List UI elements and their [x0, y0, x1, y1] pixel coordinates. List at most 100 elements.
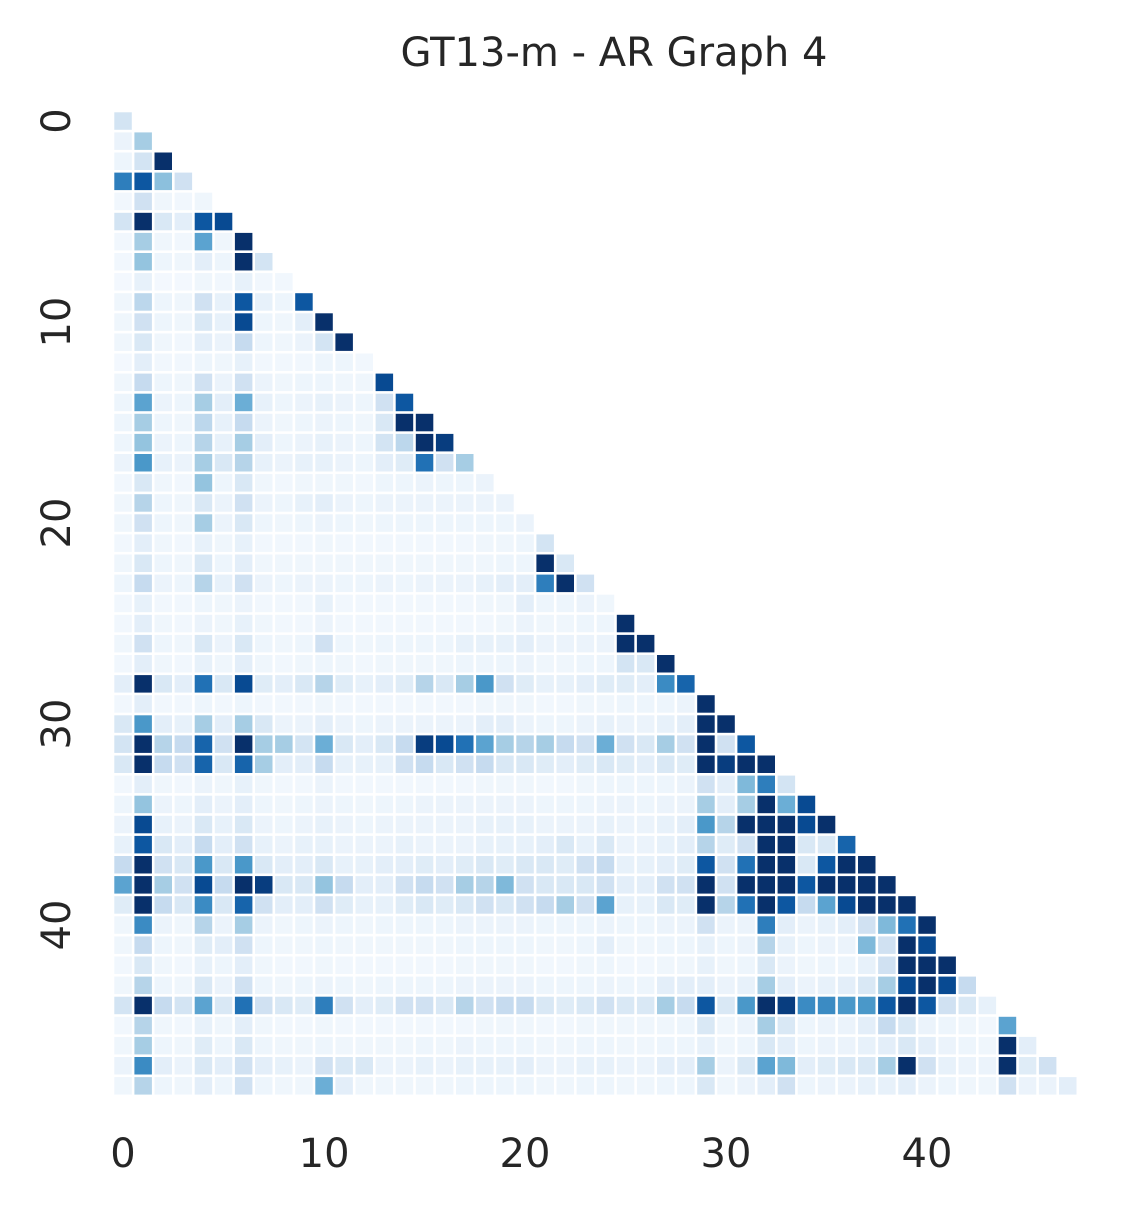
heatmap-cell-43-32: [757, 976, 775, 995]
heatmap-cell-31-1: [134, 735, 152, 753]
heatmap-cell-47-23: [576, 1057, 595, 1075]
heatmap-cell-11-7: [255, 333, 273, 351]
heatmap-cell-36-20: [516, 835, 534, 854]
heatmap-cell-48-45: [1018, 1077, 1037, 1095]
heatmap-cell-45-8: [275, 1016, 293, 1035]
heatmap-cell-43-40: [918, 976, 936, 995]
heatmap-cell-29-23: [576, 695, 595, 713]
heatmap-cell-33-0: [114, 775, 132, 794]
heatmap-cell-26-24: [596, 634, 615, 653]
heatmap-cell-46-30: [717, 1036, 735, 1055]
heatmap-cell-47-41: [938, 1057, 956, 1075]
heatmap-cell-28-12: [355, 675, 373, 693]
heatmap-cell-39-15: [415, 896, 434, 914]
heatmap-cell-27-6: [234, 655, 253, 673]
heatmap-cell-45-4: [194, 1016, 213, 1035]
heatmap-cell-33-1: [134, 775, 152, 794]
heatmap-cell-31-25: [616, 735, 635, 753]
heatmap-cell-37-5: [214, 856, 233, 874]
heatmap-cell-39-29: [697, 896, 715, 914]
heatmap-cell-17-13: [375, 454, 394, 472]
heatmap-cell-33-25: [616, 775, 635, 794]
heatmap-cell-35-34: [797, 815, 816, 834]
heatmap-cell-47-33: [777, 1057, 796, 1075]
heatmap-cell-43-9: [295, 976, 313, 995]
heatmap-cell-39-4: [194, 896, 213, 914]
heatmap-cell-19-12: [355, 494, 373, 512]
heatmap-cell-21-12: [355, 534, 373, 552]
heatmap-cell-45-14: [395, 1016, 414, 1035]
heatmap-cell-41-25: [616, 936, 635, 954]
heatmap-cell-33-11: [335, 775, 353, 794]
heatmap-cell-47-38: [878, 1057, 896, 1075]
heatmap-cell-7-5: [214, 253, 233, 271]
heatmap-cell-26-16: [435, 634, 454, 653]
heatmap-cell-41-26: [636, 936, 655, 954]
heatmap-cell-40-26: [636, 916, 655, 934]
heatmap-cell-35-29: [697, 815, 715, 834]
heatmap-cell-47-11: [335, 1057, 353, 1075]
heatmap-cell-44-24: [596, 996, 615, 1015]
heatmap-cell-35-12: [355, 815, 373, 834]
heatmap-cell-48-30: [717, 1077, 735, 1095]
heatmap-cell-40-14: [395, 916, 414, 934]
heatmap-cell-6-6: [234, 232, 253, 251]
heatmap-cell-41-40: [918, 936, 936, 954]
heatmap-cell-35-26: [636, 815, 655, 834]
heatmap-cell-15-14: [395, 413, 414, 432]
heatmap-cell-48-13: [375, 1077, 394, 1095]
heatmap-cell-22-3: [174, 554, 193, 572]
heatmap-cell-45-13: [375, 1016, 394, 1035]
heatmap-cell-20-18: [476, 514, 494, 532]
heatmap-cell-19-1: [134, 494, 152, 512]
heatmap-cell-20-8: [275, 514, 293, 532]
heatmap-cell-25-8: [275, 614, 293, 633]
heatmap-cell-43-16: [435, 976, 454, 995]
heatmap-cell-9-6: [234, 293, 253, 311]
heatmap-cell-48-7: [255, 1077, 273, 1095]
heatmap-cell-34-10: [315, 795, 333, 814]
heatmap-cell-37-33: [777, 856, 796, 874]
heatmap-cell-27-18: [476, 655, 494, 673]
heatmap-cell-41-34: [797, 936, 816, 954]
heatmap-cell-39-24: [596, 896, 615, 914]
heatmap-cell-46-19: [496, 1036, 514, 1055]
heatmap-cell-21-10: [315, 534, 333, 552]
heatmap-cell-22-21: [536, 554, 554, 572]
heatmap-cell-34-13: [375, 795, 394, 814]
heatmap-cell-36-5: [214, 835, 233, 854]
heatmap-cell-26-17: [456, 634, 474, 653]
heatmap-cell-39-32: [757, 896, 775, 914]
heatmap-cell-42-1: [134, 956, 152, 974]
heatmap-cell-23-23: [576, 574, 595, 593]
heatmap-cell-22-9: [295, 554, 313, 572]
heatmap-cell-38-18: [476, 876, 494, 894]
heatmap-cell-8-6: [234, 273, 253, 291]
heatmap-cell-10-7: [255, 313, 273, 331]
heatmap-cell-27-15: [415, 655, 434, 673]
heatmap-cell-35-22: [556, 815, 574, 834]
heatmap-cell-36-21: [536, 835, 554, 854]
heatmap-cell-0-0: [114, 112, 132, 130]
heatmap-cell-48-15: [415, 1077, 434, 1095]
heatmap-cell-38-10: [315, 876, 333, 894]
heatmap-cell-30-27: [657, 715, 675, 733]
heatmap-cell-17-15: [415, 454, 434, 472]
heatmap-cell-44-26: [636, 996, 655, 1015]
heatmap-cell-32-15: [415, 755, 434, 773]
heatmap-cell-33-19: [496, 775, 514, 794]
heatmap-cell-28-4: [194, 675, 213, 693]
heatmap-cell-10-9: [295, 313, 313, 331]
heatmap-cell-48-14: [395, 1077, 414, 1095]
heatmap-cell-25-2: [154, 614, 172, 633]
heatmap-cell-39-0: [114, 896, 132, 914]
heatmap-cell-28-27: [657, 675, 675, 693]
heatmap-cell-44-21: [536, 996, 554, 1015]
heatmap-cell-43-8: [275, 976, 293, 995]
heatmap-cell-29-24: [596, 695, 615, 713]
heatmap-cell-25-14: [395, 614, 414, 633]
heatmap-cell-27-14: [395, 655, 414, 673]
heatmap-cell-24-4: [194, 594, 213, 613]
heatmap-cell-30-13: [375, 715, 394, 733]
heatmap-cell-30-3: [174, 715, 193, 733]
